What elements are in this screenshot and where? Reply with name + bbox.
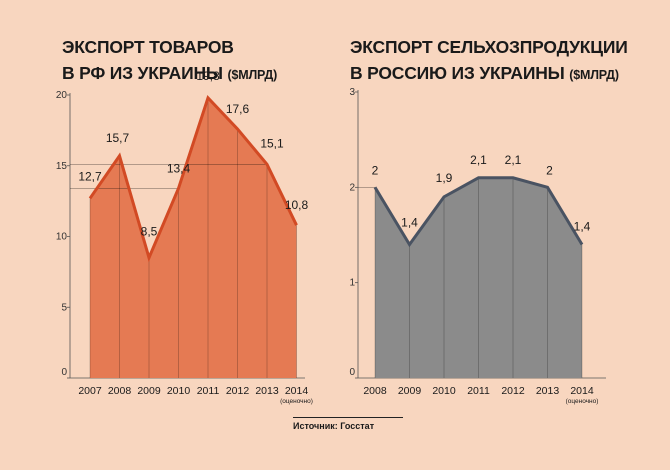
- left-data-label: 15,1: [260, 136, 284, 150]
- right-data-label: 1,4: [574, 220, 591, 234]
- left-title-line-2: В РФ ИЗ УКРАИНЫ: [62, 63, 223, 83]
- right-data-label: 2,1: [470, 153, 487, 167]
- right-y-tick-label: 1: [349, 278, 355, 289]
- left-x-tick-label: 2011: [197, 385, 220, 397]
- left-data-label: 15,7: [106, 131, 130, 145]
- right-title-line-1: ЭКСПОРТ СЕЛЬХОЗПРОДУКЦИИ: [350, 37, 628, 57]
- left-data-label: 13,4: [167, 161, 191, 175]
- right-title-line-2: В РОССИЮ ИЗ УКРАИНЫ: [350, 63, 565, 83]
- left-y-tick-label: 0: [61, 367, 67, 378]
- left-y-tick-label: 10: [56, 232, 68, 243]
- right-x-tick-label: 2013: [536, 385, 560, 397]
- left-title-unit: ($МЛРД): [227, 68, 278, 82]
- left-x-tick-label: 2013: [255, 385, 279, 397]
- right-y-tick-label: 0: [349, 367, 355, 378]
- right-x-tick-label: 2008: [363, 385, 387, 397]
- left-x-tick-label: 2010: [167, 385, 191, 397]
- right-x-tick-label: 2012: [501, 385, 525, 397]
- left-x-tick-label: 2007: [78, 385, 102, 397]
- right-data-label: 1,9: [436, 171, 453, 185]
- source-rule: [293, 417, 403, 418]
- left-y-tick-label: 15: [56, 161, 68, 172]
- source-note: Источник: Госстат: [293, 421, 375, 431]
- left-data-label: 19,8: [196, 69, 220, 83]
- left-series-line: [88, 94, 298, 263]
- right-data-label: 2: [546, 163, 553, 177]
- left-x-tick-label: 2014: [285, 385, 309, 397]
- right-data-label: 2,1: [505, 153, 522, 167]
- left-data-label: 12,7: [78, 169, 102, 183]
- left-y-tick-label: 5: [61, 302, 67, 313]
- right-area-fill: [375, 177, 582, 378]
- left-title-line-1: ЭКСПОРТ ТОВАРОВ: [62, 37, 234, 57]
- left-y-tick-label: 20: [56, 90, 68, 101]
- right-x-note: (оценочно): [566, 398, 599, 405]
- right-x-tick-label: 2010: [432, 385, 456, 397]
- right-x-tick-label: 2009: [398, 385, 422, 397]
- left-area-fill: [90, 97, 297, 378]
- right-y-tick-label: 3: [349, 87, 355, 98]
- right-y-tick-label: 2: [349, 182, 355, 193]
- right-x-tick-label: 2014: [570, 385, 594, 397]
- right-chart-title: ЭКСПОРТ СЕЛЬХОЗПРОДУКЦИИ В РОССИЮ ИЗ УКР…: [350, 34, 650, 88]
- right-data-label: 2: [372, 163, 379, 177]
- left-data-label: 17,6: [226, 102, 250, 116]
- right-x-tick-label: 2011: [467, 385, 490, 397]
- left-x-tick-label: 2008: [108, 385, 132, 397]
- left-x-note: (оценочно): [280, 398, 313, 405]
- right-series-line: [373, 176, 584, 248]
- right-title-unit: ($МЛРД): [569, 68, 619, 82]
- left-data-label: 10,8: [285, 198, 309, 212]
- left-x-tick-label: 2012: [226, 385, 250, 397]
- left-x-tick-label: 2009: [137, 385, 161, 397]
- left-data-label: 8,5: [141, 225, 158, 239]
- right-data-label: 1,4: [401, 216, 418, 230]
- left-chart-title: ЭКСПОРТ ТОВАРОВ В РФ ИЗ УКРАИНЫ ($МЛРД): [62, 34, 332, 88]
